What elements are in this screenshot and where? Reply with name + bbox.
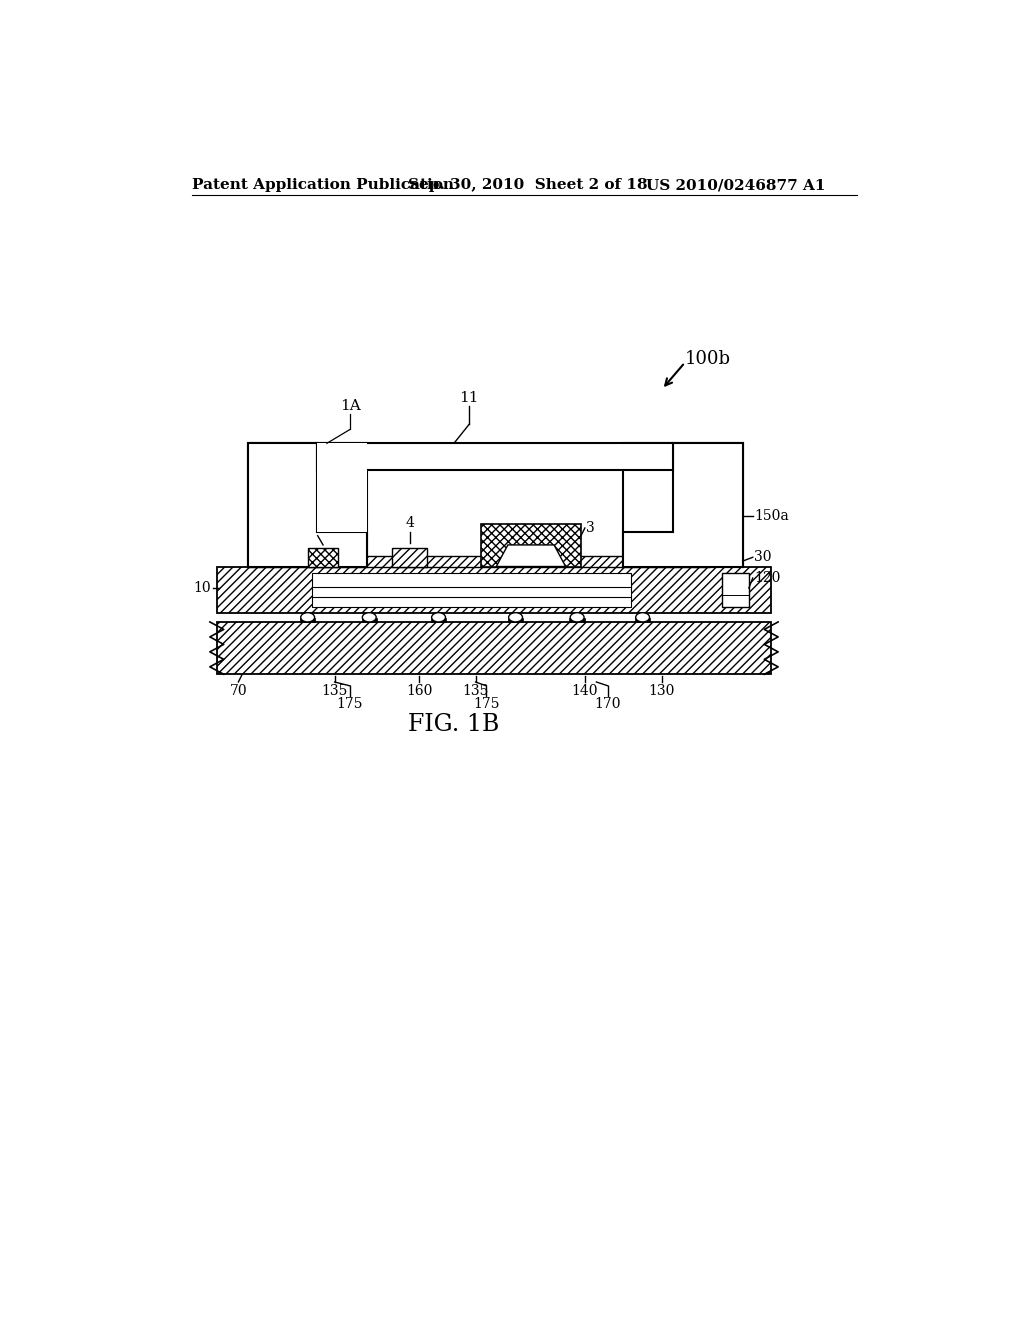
Bar	[431, 618, 446, 622]
Bar	[316, 444, 367, 532]
Text: 4: 4	[406, 516, 415, 531]
Text: 5: 5	[313, 520, 322, 535]
Text: FIG. 1B: FIG. 1B	[409, 713, 500, 735]
Text: 140: 140	[571, 684, 598, 697]
Bar	[217, 566, 771, 612]
Text: 175: 175	[473, 697, 500, 711]
Text: US 2010/0246877 A1: US 2010/0246877 A1	[646, 178, 826, 193]
Polygon shape	[248, 444, 367, 566]
Text: 135: 135	[462, 684, 488, 697]
Bar	[316, 444, 674, 470]
Bar	[361, 618, 377, 622]
Text: 70: 70	[229, 684, 247, 697]
Text: 150a: 150a	[755, 510, 790, 524]
Text: 11: 11	[460, 391, 479, 405]
Bar	[481, 524, 581, 566]
Text: Patent Application Publication: Patent Application Publication	[193, 178, 455, 193]
Text: Sep. 30, 2010  Sheet 2 of 18: Sep. 30, 2010 Sheet 2 of 18	[408, 178, 647, 193]
Ellipse shape	[301, 612, 314, 622]
Ellipse shape	[432, 612, 445, 622]
Bar	[300, 618, 315, 622]
Bar	[624, 444, 742, 566]
Bar	[248, 556, 710, 566]
Ellipse shape	[509, 612, 522, 622]
Text: 3: 3	[587, 521, 595, 535]
Text: 170: 170	[595, 697, 622, 711]
Bar	[722, 573, 749, 607]
Bar	[217, 622, 771, 675]
Bar	[307, 548, 339, 566]
Ellipse shape	[636, 612, 649, 622]
Bar	[508, 618, 523, 622]
Text: 100b: 100b	[685, 350, 731, 367]
Text: 10: 10	[194, 581, 211, 595]
Polygon shape	[497, 545, 565, 566]
Text: 120: 120	[755, 572, 780, 585]
Ellipse shape	[570, 612, 584, 622]
Text: 30: 30	[755, 550, 772, 564]
Bar	[635, 618, 650, 622]
Text: 175: 175	[337, 697, 364, 711]
Text: 135: 135	[322, 684, 348, 697]
Text: 1A: 1A	[340, 399, 360, 412]
Bar	[569, 618, 585, 622]
Polygon shape	[624, 444, 742, 566]
Ellipse shape	[362, 612, 376, 622]
Bar	[392, 548, 427, 566]
Bar	[311, 573, 631, 607]
Text: 130: 130	[648, 684, 675, 697]
Bar	[248, 444, 367, 566]
Text: 160: 160	[407, 684, 432, 697]
